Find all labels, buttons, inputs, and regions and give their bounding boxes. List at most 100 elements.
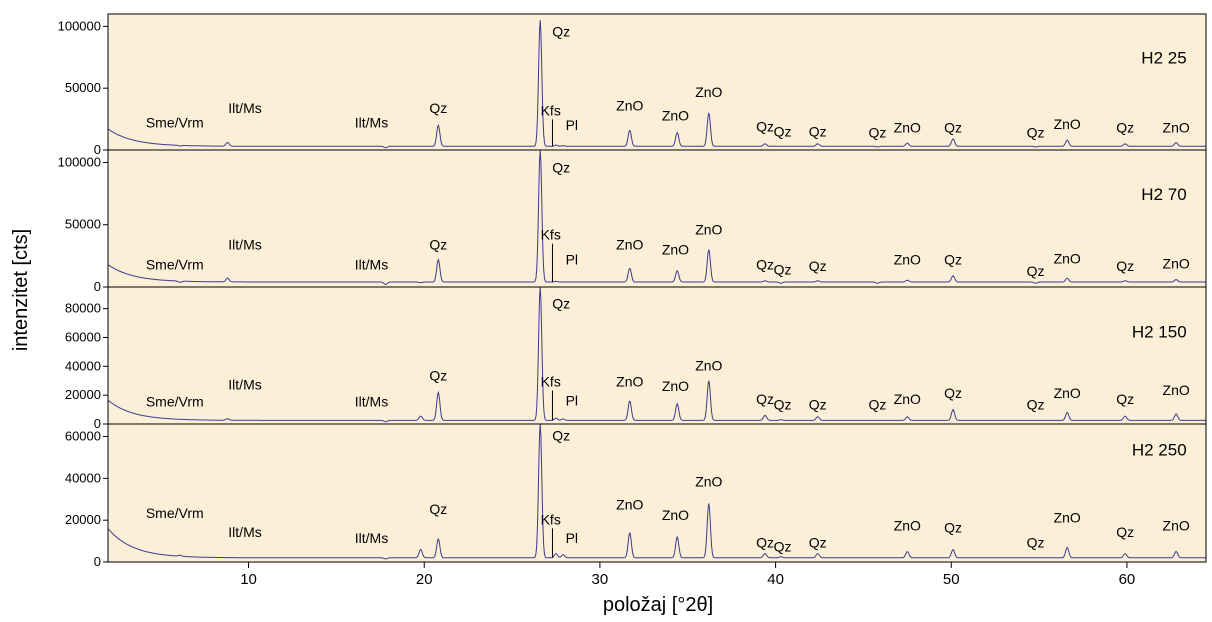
y-tick-label: 80000	[65, 301, 101, 316]
x-tick-label: 60	[1119, 571, 1136, 588]
panel-label: H2 25	[1141, 48, 1186, 67]
peak-label: Qz	[944, 520, 962, 536]
peak-label: Qz	[809, 258, 827, 274]
peak-label: ZnO	[662, 378, 689, 394]
peak-label: Qz	[756, 118, 774, 134]
peak-label: Kfs	[541, 511, 561, 527]
peak-label: ZnO	[695, 84, 722, 100]
peak-label: Qz	[552, 296, 570, 312]
peak-label: Qz	[429, 100, 447, 116]
y-tick-label: 60000	[65, 329, 101, 344]
peak-label: Qz	[429, 237, 447, 253]
peak-label: ZnO	[616, 97, 643, 113]
y-tick-label: 100000	[58, 154, 101, 169]
peak-label: Pl	[566, 530, 578, 546]
peak-label: Ilt/Ms	[228, 376, 261, 392]
y-tick-label: 20000	[65, 387, 101, 402]
peak-label: Qz	[1116, 120, 1134, 136]
peak-label: Qz	[1116, 258, 1134, 274]
y-tick-label: 40000	[65, 470, 101, 485]
peak-label: ZnO	[894, 120, 921, 136]
peak-label: Qz	[552, 428, 570, 444]
panel-label: H2 150	[1132, 322, 1187, 341]
peak-label: Ilt/Ms	[355, 394, 388, 410]
peak-label: Qz	[1027, 125, 1045, 141]
peak-label: ZnO	[1163, 255, 1190, 271]
peak-label: Sme/Vrm	[146, 394, 204, 410]
peak-label: ZnO	[894, 252, 921, 268]
peak-label: Ilt/Ms	[355, 257, 388, 273]
peak-label: Qz	[774, 397, 792, 413]
peak-label: Pl	[566, 252, 578, 268]
peak-label: Kfs	[541, 227, 561, 243]
peak-label: Qz	[1027, 534, 1045, 550]
x-tick-label: 30	[592, 571, 609, 588]
peak-label: Pl	[566, 392, 578, 408]
peak-label: Qz	[869, 125, 887, 141]
peak-label: ZnO	[695, 474, 722, 490]
y-tick-label: 50000	[65, 80, 101, 95]
peak-label: Qz	[809, 123, 827, 139]
peak-label: Qz	[774, 123, 792, 139]
peak-label: Qz	[756, 534, 774, 550]
peak-label: Ilt/Ms	[355, 115, 388, 131]
x-tick-label: 50	[943, 571, 960, 588]
peak-label: Sme/Vrm	[146, 505, 204, 521]
peak-label: ZnO	[1054, 509, 1081, 525]
y-tick-label: 100000	[58, 18, 101, 33]
peak-label: Qz	[809, 397, 827, 413]
peak-label: ZnO	[1163, 120, 1190, 136]
x-axis-title: položaj [°2θ]	[603, 594, 713, 616]
peak-label: Qz	[552, 23, 570, 39]
peak-label: Qz	[1027, 397, 1045, 413]
peak-label: Qz	[756, 257, 774, 273]
peak-label: Qz	[429, 501, 447, 517]
peak-label: ZnO	[662, 107, 689, 123]
peak-label: Qz	[944, 120, 962, 136]
peak-label: Qz	[1027, 263, 1045, 279]
peak-label: ZnO	[1054, 116, 1081, 132]
peak-label: ZnO	[662, 507, 689, 523]
y-tick-label: 50000	[65, 217, 101, 232]
peak-label: Qz	[552, 159, 570, 175]
peak-label: Ilt/Ms	[228, 524, 261, 540]
peak-label: ZnO	[616, 237, 643, 253]
peak-label: Qz	[774, 539, 792, 555]
peak-label: Qz	[869, 397, 887, 413]
panel-label: H2 70	[1141, 185, 1186, 204]
peak-label: ZnO	[695, 222, 722, 238]
y-tick-label: 0	[94, 554, 101, 569]
peak-label: Kfs	[541, 374, 561, 390]
x-tick-label: 20	[416, 571, 433, 588]
peak-label: Pl	[566, 117, 578, 133]
peak-label: Sme/Vrm	[146, 257, 204, 273]
peak-label: ZnO	[894, 518, 921, 534]
peak-label: ZnO	[894, 391, 921, 407]
peak-label: Qz	[944, 252, 962, 268]
panel-2: 050000100000Sme/VrmIlt/MsIlt/MsQzQzKfsPl…	[58, 150, 1206, 294]
peak-label: Ilt/Ms	[355, 530, 388, 546]
panel-label: H2 250	[1132, 440, 1187, 459]
y-tick-label: 0	[94, 279, 101, 294]
peak-label: Qz	[944, 385, 962, 401]
peak-label: ZnO	[1163, 518, 1190, 534]
y-tick-label: 40000	[65, 358, 101, 373]
x-tick-label: 40	[767, 571, 784, 588]
peak-label: Qz	[774, 262, 792, 278]
peak-label: Qz	[1116, 391, 1134, 407]
panel-3: 0 20000 40000 60000 80000 Sme/Vrm Ilt/Ms Ilt/Ms…	[65, 287, 1206, 431]
peak-label: ZnO	[616, 497, 643, 513]
panels-group: 050000100000Sme/VrmIlt/MsIlt/MsQzQzKfsPl…	[58, 14, 1206, 569]
peak-label: ZnO	[616, 374, 643, 390]
peak-label: ZnO	[1163, 382, 1190, 398]
peak-label: Ilt/Ms	[228, 100, 261, 116]
peak-label: Qz	[1116, 524, 1134, 540]
y-tick-label: 60000	[65, 429, 101, 444]
peak-label: Qz	[429, 368, 447, 384]
x-axis: 10 20 30 40 50 60	[240, 562, 1135, 588]
panel-1: 050000100000Sme/VrmIlt/MsIlt/MsQzQzKfsPl…	[58, 14, 1206, 157]
peak-label: Ilt/Ms	[228, 237, 261, 253]
peak-label: Qz	[756, 391, 774, 407]
